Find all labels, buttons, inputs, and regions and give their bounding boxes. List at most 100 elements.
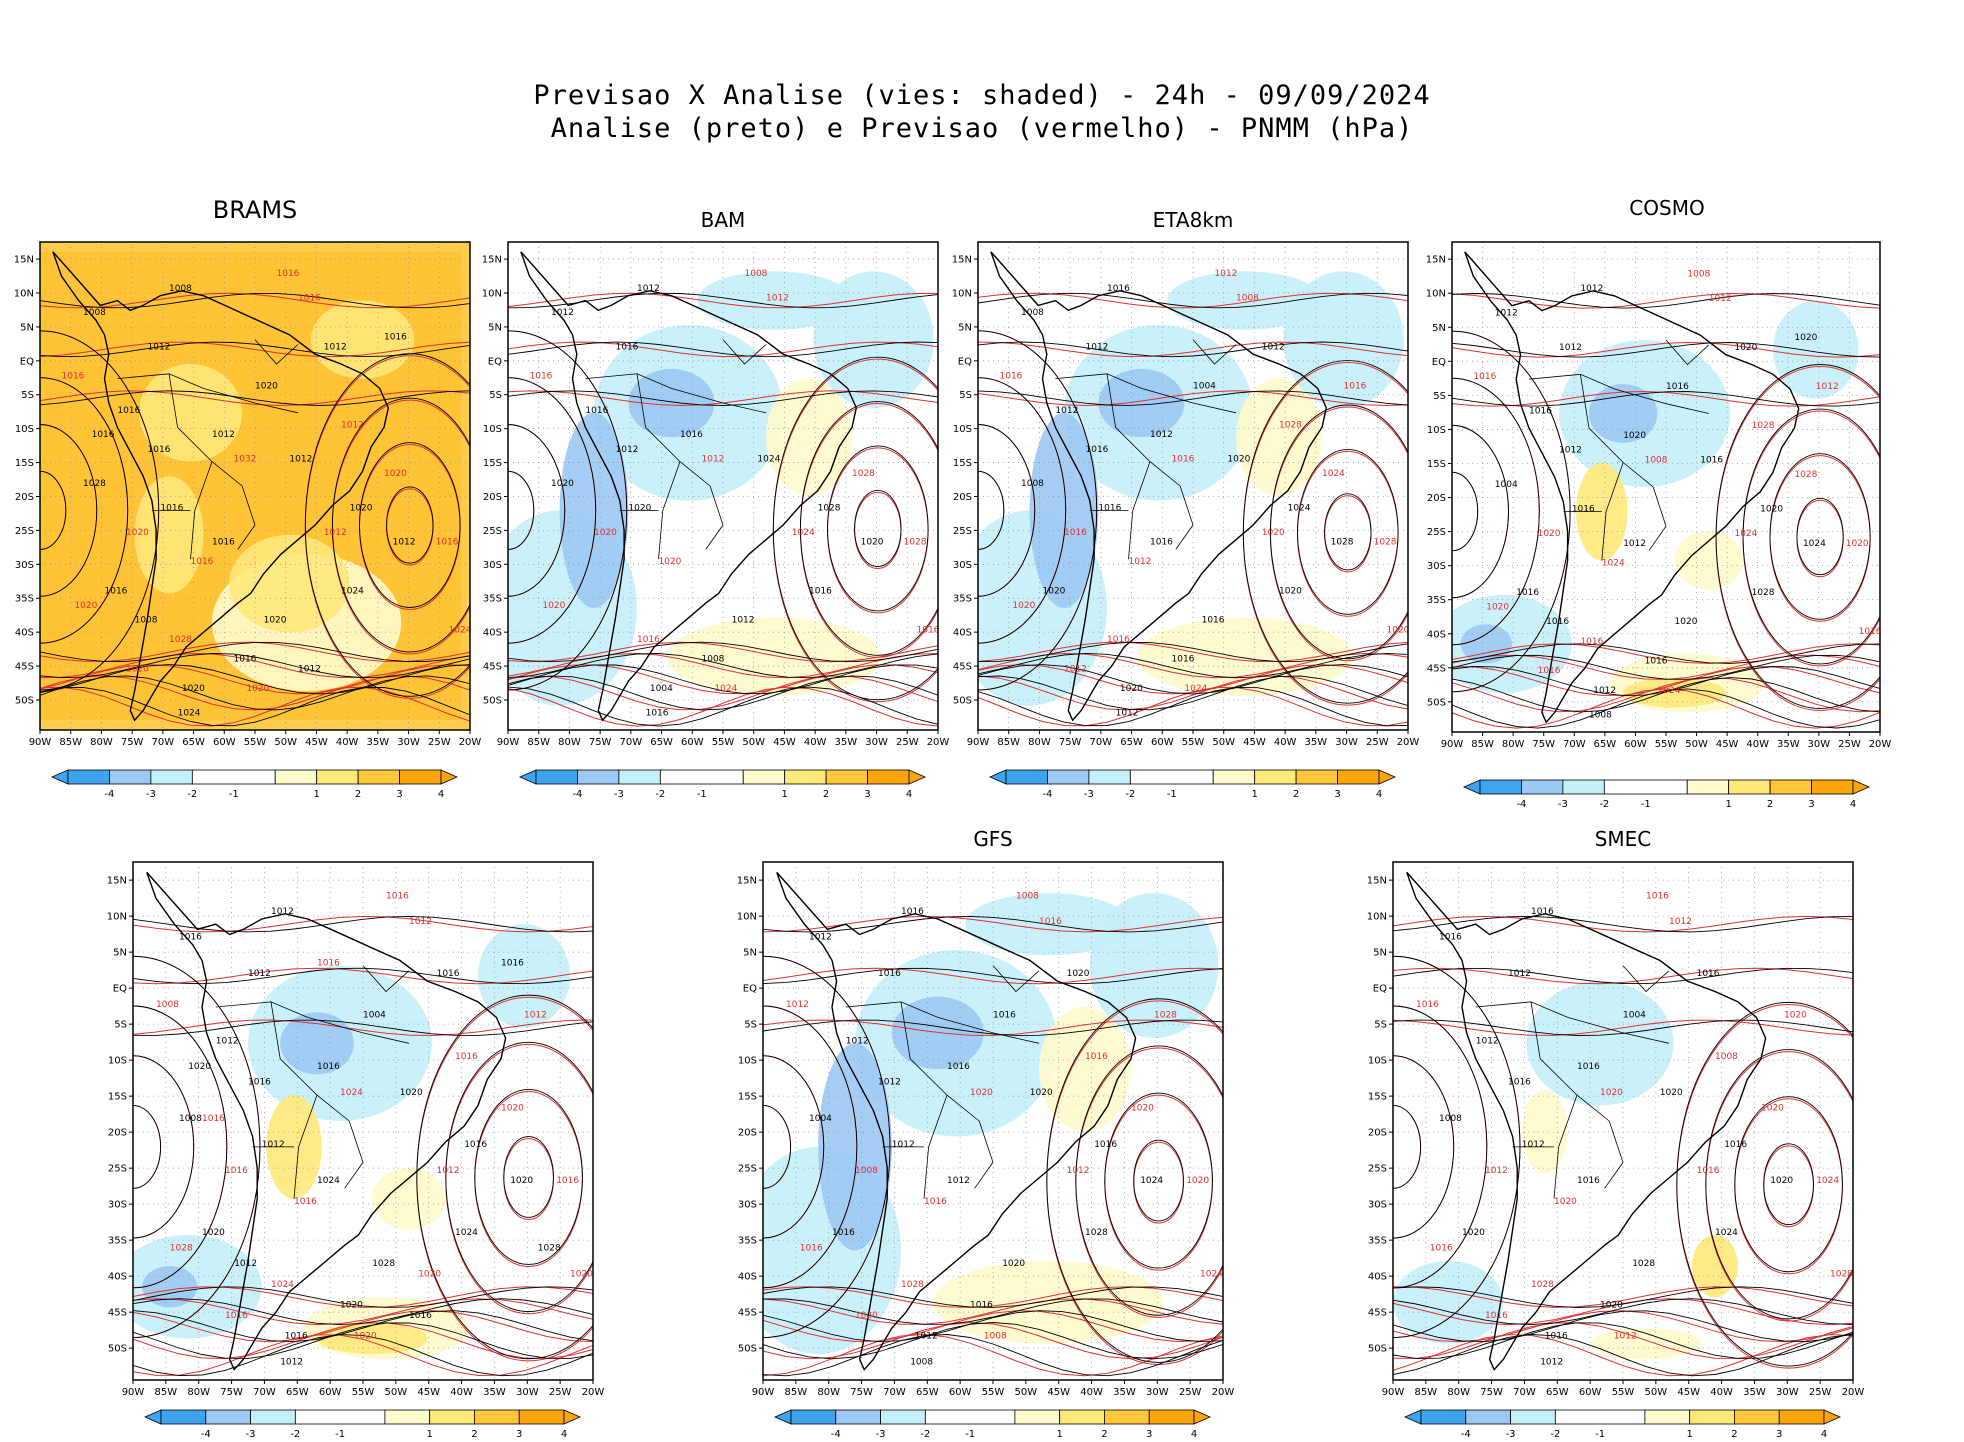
bias-shading	[280, 1012, 354, 1075]
lat-tick-label: 10S	[1368, 1056, 1387, 1067]
colorbar-label: -1	[965, 1429, 975, 1440]
colorbar-arrow-low	[774, 1409, 792, 1425]
colorbar-arrow-low	[519, 769, 537, 785]
lon-tick-label: 80W	[1028, 737, 1051, 748]
contour-label-analysis: 1020	[264, 616, 287, 626]
lon-tick-label: 40W	[1080, 1387, 1103, 1398]
colorbar-arrow-high	[1823, 1409, 1841, 1425]
colorbar-segment	[1686, 779, 1730, 795]
contour-label-analysis: 1020	[551, 479, 574, 489]
lon-tick-label: 90W	[1441, 739, 1464, 750]
contour-label-analysis: 1016	[1172, 655, 1195, 665]
contour-label-analysis: 1016	[1724, 1140, 1747, 1150]
lon-tick-label: 50W	[1212, 737, 1235, 748]
contour-label-analysis: 1016	[1439, 933, 1462, 943]
contour-label-analysis: 1012	[809, 933, 832, 943]
lon-tick-label: 80W	[90, 737, 113, 748]
colorbar-segment	[1734, 1409, 1780, 1425]
contour-label-forecast: 1012	[1129, 557, 1152, 567]
lat-tick-label: 25S	[15, 526, 34, 537]
contour-label-forecast: 1028	[1531, 1280, 1554, 1290]
colorbar-segment	[1603, 779, 1688, 795]
colorbar-label: 2	[1767, 799, 1773, 810]
lat-tick-label: EQ	[743, 984, 757, 995]
lon-tick-label: 30W	[1146, 1387, 1169, 1398]
contour-label-forecast: 1012	[702, 455, 725, 465]
lon-tick-label: 75W	[1059, 737, 1082, 748]
lon-tick-label: 35W	[367, 737, 390, 748]
lon-tick-label: 65W	[916, 1387, 939, 1398]
lat-tick-label: EQ	[1432, 357, 1446, 368]
lon-tick-label: 40W	[450, 1387, 473, 1398]
contour-label-analysis: 1004	[650, 684, 673, 694]
contour-label-analysis: 1016	[1516, 588, 1539, 598]
colorbar-label: 1	[1725, 799, 1731, 810]
contour-label-analysis: 1020	[861, 538, 884, 548]
bias-shading	[1393, 1260, 1504, 1344]
contour-label-forecast: 1016	[800, 1244, 823, 1254]
contour-label-analysis: 1020	[1600, 1300, 1623, 1310]
contour-label-forecast: 1020	[570, 1269, 593, 1279]
contour-label-analysis: 1008	[702, 655, 725, 665]
contour-label-analysis: 1016	[437, 969, 460, 979]
contour-label-analysis: 1012	[947, 1176, 970, 1186]
lat-tick-label: 35S	[738, 1236, 757, 1247]
lat-tick-label: 15N	[482, 255, 502, 266]
colorbar-label: -2	[920, 1429, 930, 1440]
bias-shading	[229, 534, 350, 633]
lon-tick-label: 50W	[1645, 1387, 1668, 1398]
contour-label-forecast: 1016	[1580, 637, 1603, 647]
contour-label-analysis: 1012	[1055, 406, 1078, 416]
contour-label-analysis: 1020	[1462, 1228, 1485, 1238]
contour-label-analysis: 1024	[1288, 503, 1311, 513]
colorbar-label: 3	[1146, 1429, 1152, 1440]
colorbar-label: -3	[1506, 1429, 1516, 1440]
contour-label-forecast: 1020	[1387, 625, 1410, 635]
lon-tick-label: 90W	[1382, 1387, 1405, 1398]
lon-tick-label: 25W	[1809, 1387, 1832, 1398]
contour-label-analysis: 1016	[1545, 1332, 1568, 1342]
contour-label-analysis: 1012	[216, 1036, 239, 1046]
contour-label-forecast: 1012	[409, 917, 432, 927]
contour-label-forecast: 1008	[1687, 269, 1710, 279]
contour-label-analysis: 1020	[350, 503, 373, 513]
colorbar-segment	[1005, 769, 1048, 785]
contour-label-analysis: 1012	[393, 538, 416, 548]
contour-label-forecast: 1016	[436, 538, 459, 548]
colorbar-segment	[784, 769, 827, 785]
contour-label-forecast: 1020	[1784, 1010, 1807, 1020]
contour-label-forecast: 1008	[1016, 891, 1039, 901]
contour-label-forecast: 1020	[418, 1269, 441, 1279]
lat-tick-label: 15S	[1427, 459, 1446, 470]
lat-tick-label: 25S	[1368, 1164, 1387, 1175]
contour-label-forecast: 1024	[1602, 558, 1625, 568]
contour-label-analysis: 1020	[1760, 505, 1783, 515]
colorbar-segment	[1510, 1409, 1556, 1425]
contour-label-forecast: 1016	[1085, 1052, 1108, 1062]
contour-label-forecast: 1016	[1859, 627, 1882, 637]
lat-tick-label: 10S	[1427, 425, 1446, 436]
bias-shading	[1521, 1089, 1568, 1173]
contour-label-forecast: 1012	[1067, 1166, 1090, 1176]
colorbar-segment	[867, 769, 910, 785]
colorbar-arrow-high	[1378, 769, 1396, 785]
contour-label-analysis: 1020	[1675, 617, 1698, 627]
contour-label-analysis: 1016	[970, 1300, 993, 1310]
lat-tick-label: 5N	[113, 948, 127, 959]
lon-tick-label: 60W	[949, 1387, 972, 1398]
colorbar-segment	[659, 769, 744, 785]
colorbar-label: -3	[1084, 789, 1094, 800]
lon-tick-label: 85W	[1415, 1387, 1438, 1398]
contour-label-analysis: 1020	[1794, 333, 1817, 343]
lat-tick-label: 35S	[483, 594, 502, 605]
lon-tick-label: 70W	[620, 737, 643, 748]
colorbar-arrow-low	[1463, 779, 1481, 795]
colorbar-label: 3	[864, 789, 870, 800]
contour-label-analysis: 1016	[1577, 1176, 1600, 1186]
colorbar-segment	[250, 1409, 296, 1425]
lon-tick-label: 45W	[1677, 1387, 1700, 1398]
lon-tick-label: 20W	[1869, 739, 1892, 750]
bias-shading	[697, 271, 852, 330]
colorbar-segment	[191, 769, 276, 785]
lon-tick-label: 20W	[1842, 1387, 1865, 1398]
